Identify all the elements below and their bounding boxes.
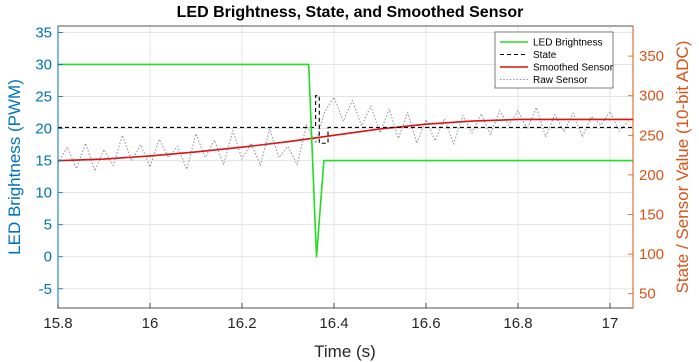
chart-title: LED Brightness, State, and Smoothed Sens… — [177, 4, 524, 21]
x-tick-label: 16.2 — [227, 315, 256, 332]
series-layer — [57, 63, 633, 258]
y-right-tick-label: 300 — [639, 88, 664, 105]
x-tick-label: 16.4 — [319, 315, 348, 332]
y-right-tick-label: 200 — [639, 167, 664, 184]
y-right-tick-label: 250 — [639, 127, 664, 144]
x-axis-label: Time (s) — [314, 342, 376, 361]
x-tick-label: 16 — [142, 315, 159, 332]
grid — [57, 26, 633, 308]
y-left-tick-label: 0 — [44, 249, 52, 266]
legend-label-smoothed-sensor: Smoothed Sensor — [533, 63, 614, 74]
legend-label-raw-sensor: Raw Sensor — [533, 75, 588, 86]
legend-label-led-brightness: LED Brightness — [533, 38, 602, 49]
y-left-tick-label: 10 — [35, 185, 52, 202]
x-tick-label: 16.6 — [411, 315, 440, 332]
y-left-tick-label: 35 — [35, 24, 52, 41]
y-left-tick-label: 30 — [35, 56, 52, 73]
y-right-tick-label: 50 — [639, 286, 656, 303]
smoothed-sensor-line — [57, 118, 633, 162]
y-left-tick-label: 25 — [35, 89, 52, 106]
led-brightness-line — [58, 63, 633, 258]
state-line — [58, 95, 633, 144]
y-right-tick-label: 350 — [639, 48, 664, 65]
y-left-tick-label: -5 — [39, 281, 52, 298]
raw-sensor-line — [57, 96, 629, 172]
x-axis: 15.8 16 16.2 16.4 16.6 16.8 17 — [43, 303, 618, 332]
y-left-tick-label: 20 — [35, 121, 52, 138]
y-left-tick-label: 15 — [35, 153, 52, 170]
right-axis: 50 100 150 200 250 300 350 — [628, 26, 664, 308]
x-tick-label: 15.8 — [43, 315, 72, 332]
y-axis-label-right: State / Sensor Value (10-bit ADC) — [673, 41, 692, 294]
x-tick-label: 16.8 — [503, 315, 532, 332]
legend-label-state: State — [533, 50, 557, 61]
y-axis-label-left: LED Brightness (PWM) — [5, 79, 24, 255]
left-axis: -5 0 5 10 15 20 25 30 35 — [35, 24, 63, 308]
x-tick-label: 17 — [602, 315, 619, 332]
y-right-tick-label: 100 — [639, 246, 664, 263]
y-left-tick-label: 5 — [44, 217, 52, 234]
y-right-tick-label: 150 — [639, 207, 664, 224]
